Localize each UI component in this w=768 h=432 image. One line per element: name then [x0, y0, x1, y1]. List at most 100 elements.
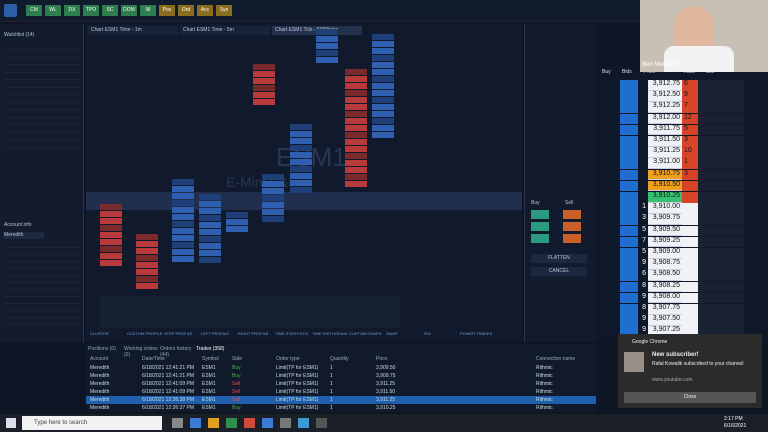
buy-cell[interactable] — [620, 147, 638, 158]
study-tab[interactable]: POWER TRADES — [460, 331, 493, 336]
buy-cell[interactable] — [620, 158, 638, 169]
menu-button[interactable]: Pos — [159, 5, 175, 16]
taskbar-icon[interactable] — [298, 418, 309, 428]
sell-cell[interactable] — [698, 315, 744, 326]
sell-cell[interactable] — [698, 136, 744, 147]
menu-button[interactable]: CM — [26, 5, 42, 16]
study-tab[interactable]: TIME STATISTICS — [275, 331, 309, 336]
close-button[interactable]: Close — [624, 392, 756, 403]
order-row[interactable]: Meredith 6/18/2021 12:41:09 PM ESM1 Sell Lim… — [86, 388, 596, 396]
menu-button[interactable]: SC — [102, 5, 118, 16]
sell-button[interactable] — [563, 234, 581, 243]
buy-cell[interactable] — [620, 315, 638, 326]
study-tab[interactable]: CLUSTER — [90, 331, 109, 336]
order-row[interactable]: Meredith 6/18/2021 12:26:38 PM ESM1 Sell Lim… — [86, 396, 596, 404]
buy-cell[interactable] — [620, 102, 638, 113]
taskbar-icon[interactable] — [262, 418, 273, 428]
sell-button[interactable] — [563, 210, 581, 219]
study-tab[interactable]: STEP PROFILE — [164, 331, 193, 336]
sell-cell[interactable] — [698, 304, 744, 315]
buy-cell[interactable] — [620, 180, 638, 192]
orders-tab[interactable]: Positions (0) — [88, 346, 116, 352]
cancel-button[interactable]: CANCEL — [531, 267, 587, 276]
taskbar-icon[interactable] — [280, 418, 291, 428]
sell-cell[interactable] — [698, 158, 744, 169]
sell-cell[interactable] — [698, 124, 744, 136]
order-row[interactable]: Meredith 6/18/2021 12:26:37 PM ESM1 Buy Limi… — [86, 404, 596, 412]
buy-button[interactable] — [531, 222, 549, 231]
menu-button[interactable]: Ord — [178, 5, 194, 16]
sell-cell[interactable] — [698, 214, 744, 225]
chart-tab[interactable]: Chart ESM1 Time - 1m — [88, 26, 178, 35]
taskbar-icon[interactable] — [190, 418, 201, 428]
buy-cell[interactable] — [620, 203, 638, 214]
sell-cell[interactable] — [698, 248, 744, 259]
taskbar-icon[interactable] — [226, 418, 237, 428]
buy-cell[interactable] — [620, 192, 638, 203]
orders-tab[interactable]: Orders history (44) — [160, 346, 192, 358]
menu-button[interactable]: Sys — [216, 5, 232, 16]
sell-button[interactable] — [563, 222, 581, 231]
buy-cell[interactable] — [620, 259, 638, 270]
buy-cell[interactable] — [620, 248, 638, 259]
sell-cell[interactable] — [698, 292, 744, 304]
sell-cell[interactable] — [698, 80, 744, 91]
menu-button[interactable]: DOM — [121, 5, 137, 16]
buy-cell[interactable] — [620, 236, 638, 248]
orders-tab[interactable]: Trades (358) — [196, 346, 225, 352]
buy-cell[interactable] — [620, 270, 638, 281]
buy-cell[interactable] — [620, 169, 638, 181]
buy-cell[interactable] — [620, 136, 638, 147]
sell-cell[interactable] — [698, 270, 744, 281]
buy-cell[interactable] — [620, 214, 638, 225]
sell-cell[interactable] — [698, 259, 744, 270]
start-button[interactable] — [6, 418, 16, 428]
sell-cell[interactable] — [698, 236, 744, 248]
buy-cell[interactable] — [620, 281, 638, 293]
sell-cell[interactable] — [698, 113, 744, 125]
menu-button[interactable]: Acc — [197, 5, 213, 16]
buy-cell[interactable] — [620, 326, 638, 337]
orders-tab[interactable]: Working orders (0) — [124, 346, 158, 358]
study-tab[interactable]: LEFT PROFILE — [201, 331, 229, 336]
order-row[interactable]: Meredith 6/18/2021 12:41:21 PM ESM1 Buy Limi… — [86, 372, 596, 380]
buy-button[interactable] — [531, 234, 549, 243]
sell-cell[interactable] — [698, 102, 744, 113]
study-tab[interactable]: CUSTOM PROFILE — [127, 331, 163, 336]
menu-button[interactable]: WL — [45, 5, 61, 16]
study-tab[interactable]: TEA — [423, 331, 431, 336]
buy-button[interactable] — [531, 210, 549, 219]
taskbar-icon[interactable] — [244, 418, 255, 428]
menu-button[interactable]: TPO — [83, 5, 99, 16]
buy-cell[interactable] — [620, 292, 638, 304]
study-tab[interactable]: TIME HISTOGRAM — [312, 331, 347, 336]
taskbar-icon[interactable] — [316, 418, 327, 428]
order-row[interactable]: Meredith 6/18/2021 12:41:21 PM ESM1 Buy Limi… — [86, 364, 596, 372]
sell-cell[interactable] — [698, 192, 744, 203]
sell-cell[interactable] — [698, 169, 744, 181]
study-tab[interactable]: RIGHT PROFILE — [238, 331, 269, 336]
sell-cell[interactable] — [698, 326, 744, 337]
sell-cell[interactable] — [698, 180, 744, 192]
taskbar-icon[interactable] — [172, 418, 183, 428]
study-tab[interactable]: CUSTOM GRAPH — [349, 331, 382, 336]
sell-cell[interactable] — [698, 203, 744, 214]
buy-cell[interactable] — [620, 124, 638, 136]
sell-cell[interactable] — [698, 91, 744, 102]
menu-button[interactable]: NI — [140, 5, 156, 16]
buy-cell[interactable] — [620, 225, 638, 237]
search-box[interactable]: Type here to search — [22, 416, 162, 430]
flatten-button[interactable]: FLATTEN — [531, 254, 587, 263]
buy-cell[interactable] — [620, 304, 638, 315]
sell-cell[interactable] — [698, 225, 744, 237]
buy-cell[interactable] — [620, 113, 638, 125]
menu-button[interactable]: DX — [64, 5, 80, 16]
study-tab[interactable]: SWAP — [386, 331, 398, 336]
chart-tab[interactable]: Chart ESM1 Time - 5m — [180, 26, 270, 35]
sell-cell[interactable] — [698, 281, 744, 293]
buy-cell[interactable] — [620, 91, 638, 102]
taskbar-icon[interactable] — [208, 418, 219, 428]
order-row[interactable]: Meredith 6/18/2021 12:41:09 PM ESM1 Sell Lim… — [86, 380, 596, 388]
buy-cell[interactable] — [620, 80, 638, 91]
sell-cell[interactable] — [698, 147, 744, 158]
